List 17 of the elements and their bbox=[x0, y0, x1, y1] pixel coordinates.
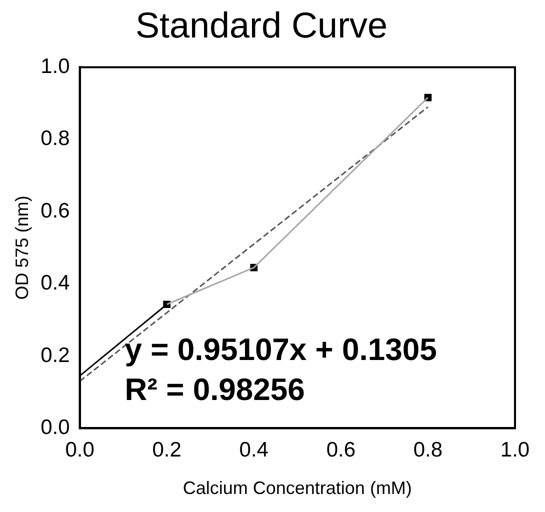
x-tick-label: 0.0 bbox=[65, 438, 94, 462]
y-axis-title: OD 575 (nm) bbox=[12, 196, 32, 300]
y-tick-label: 0.4 bbox=[40, 272, 70, 295]
y-tick-label: 1.0 bbox=[40, 54, 70, 78]
x-tick-label: 0.4 bbox=[239, 438, 269, 462]
y-tick-label: 0.0 bbox=[40, 416, 70, 439]
y-tick-label: 0.6 bbox=[40, 199, 70, 222]
y-tick-label: 0.8 bbox=[40, 127, 70, 150]
x-axis-title: Calcium Concentration (mM) bbox=[182, 478, 412, 498]
x-tick-label: 1.0 bbox=[500, 438, 530, 462]
annotation: y = 0.95107x + 0.1305 bbox=[124, 332, 437, 368]
chart-title: Standard Curve bbox=[135, 4, 388, 46]
x-tick-label: 0.8 bbox=[413, 438, 443, 462]
annotation: R² = 0.98256 bbox=[124, 372, 305, 408]
y-tick-label: 0.2 bbox=[40, 344, 70, 367]
x-tick-label: 0.6 bbox=[326, 438, 356, 462]
x-tick-label: 0.2 bbox=[152, 438, 182, 462]
